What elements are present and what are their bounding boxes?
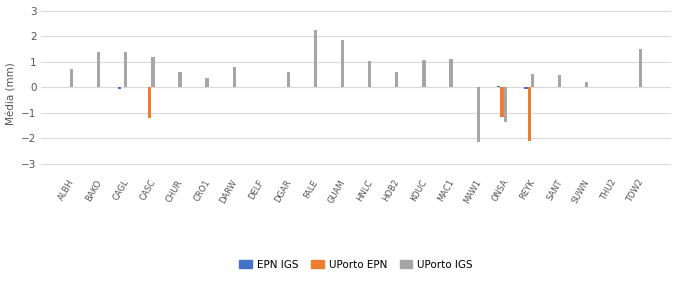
- Bar: [395, 72, 399, 87]
- Bar: [178, 72, 182, 87]
- Bar: [148, 87, 151, 118]
- Bar: [558, 76, 561, 87]
- Bar: [450, 59, 453, 87]
- Bar: [500, 87, 504, 117]
- Bar: [118, 87, 121, 89]
- Legend: EPN IGS, UPorto EPN, UPorto IGS: EPN IGS, UPorto EPN, UPorto IGS: [235, 256, 477, 274]
- Bar: [639, 49, 643, 87]
- Y-axis label: Média (mm): Média (mm): [7, 62, 17, 125]
- Bar: [497, 86, 500, 87]
- Bar: [233, 66, 236, 87]
- Bar: [585, 82, 589, 87]
- Bar: [524, 87, 527, 89]
- Bar: [527, 87, 531, 141]
- Bar: [151, 57, 155, 87]
- Bar: [341, 40, 344, 87]
- Bar: [314, 30, 317, 87]
- Bar: [97, 52, 100, 87]
- Bar: [531, 74, 534, 87]
- Bar: [504, 87, 507, 122]
- Bar: [368, 61, 372, 87]
- Bar: [70, 69, 73, 87]
- Bar: [287, 72, 290, 87]
- Bar: [205, 78, 209, 87]
- Bar: [477, 87, 480, 142]
- Bar: [422, 60, 426, 87]
- Bar: [124, 52, 127, 87]
